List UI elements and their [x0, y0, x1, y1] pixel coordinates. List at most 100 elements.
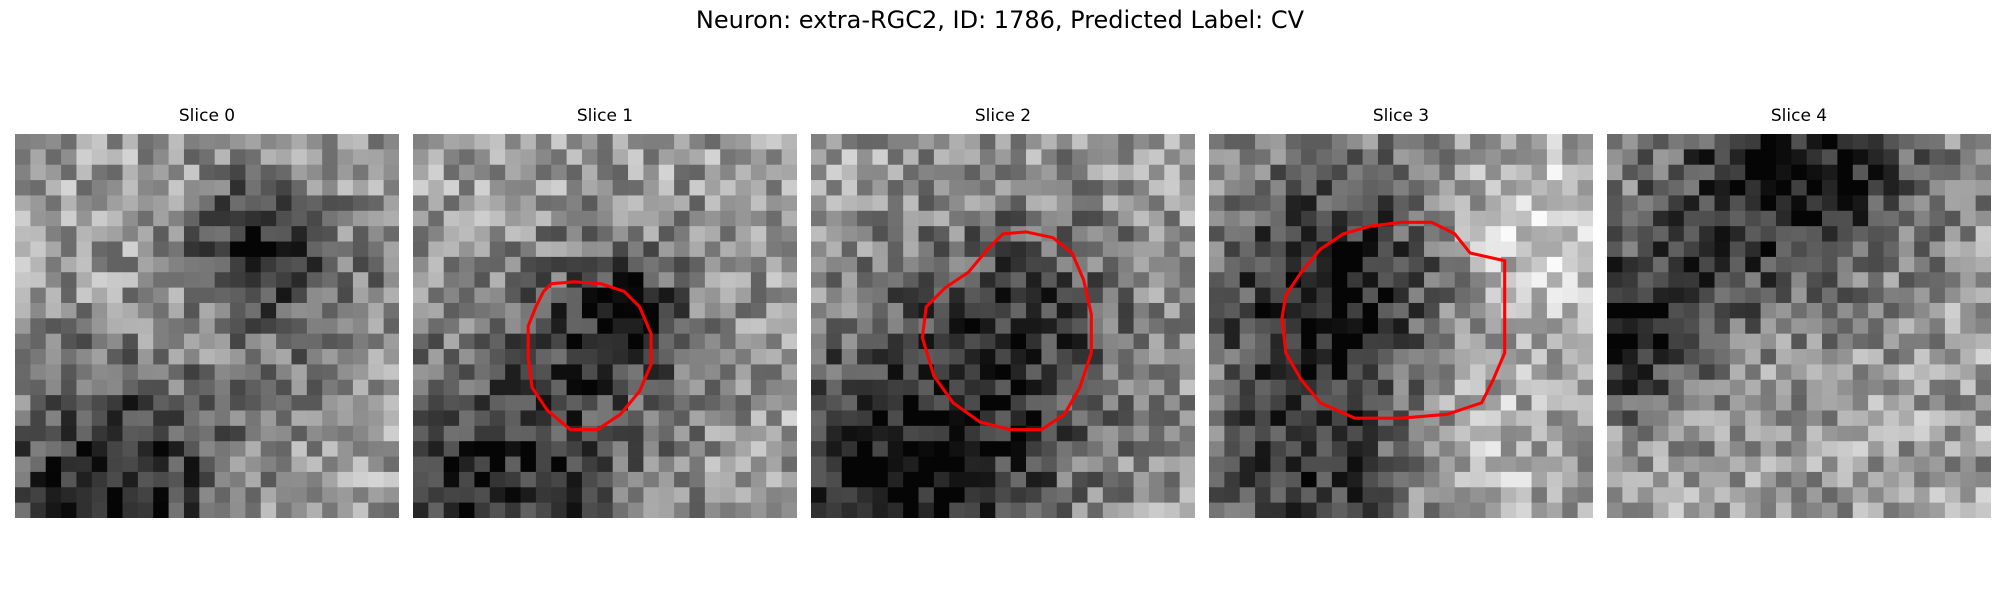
image-pixel	[1745, 302, 1761, 319]
image-pixel	[413, 502, 429, 518]
image-pixel	[1607, 302, 1623, 319]
image-pixel	[628, 149, 644, 166]
image-pixel	[291, 364, 308, 381]
image-pixel	[1179, 210, 1195, 227]
image-pixel	[1393, 302, 1410, 319]
image-pixel	[1424, 333, 1440, 350]
image-pixel	[1470, 333, 1486, 350]
image-pixel	[658, 333, 675, 350]
image-pixel	[1393, 487, 1410, 504]
image-pixel	[1699, 441, 1715, 457]
image-pixel	[199, 395, 216, 411]
image-pixel	[628, 349, 644, 365]
image-pixel	[368, 456, 385, 473]
image-pixel	[826, 471, 843, 488]
image-pixel	[1393, 441, 1410, 457]
image-pixel	[1531, 425, 1548, 442]
image-pixel	[1837, 333, 1854, 350]
image-pixel	[291, 302, 308, 319]
image-pixel	[443, 410, 460, 427]
image-pixel	[1837, 441, 1854, 457]
image-pixel	[153, 425, 169, 442]
image-pixel	[1531, 287, 1548, 304]
image-pixel	[1868, 395, 1884, 411]
image-pixel	[566, 287, 583, 304]
image-pixel	[766, 226, 783, 242]
image-pixel	[1500, 180, 1517, 196]
image-pixel	[1118, 241, 1134, 258]
image-pixel	[581, 226, 598, 242]
image-pixel	[1041, 180, 1058, 196]
image-pixel	[1393, 379, 1410, 396]
image-pixel	[1270, 195, 1287, 212]
image-pixel	[1929, 241, 1946, 258]
image-pixel	[260, 487, 277, 504]
image-pixel	[597, 302, 614, 319]
image-pixel	[597, 241, 614, 258]
image-pixel	[1347, 349, 1363, 365]
image-pixel	[1562, 272, 1579, 288]
image-pixel	[1424, 134, 1440, 150]
image-pixel	[1775, 210, 1792, 227]
image-pixel	[45, 241, 62, 258]
image-pixel	[214, 502, 231, 518]
image-pixel	[1133, 180, 1150, 196]
image-pixel	[368, 379, 385, 396]
image-pixel	[306, 226, 323, 242]
image-pixel	[322, 287, 338, 304]
image-pixel	[1377, 425, 1394, 442]
image-pixel	[1209, 502, 1225, 518]
image-pixel	[214, 210, 231, 227]
image-pixel	[581, 379, 598, 396]
image-pixel	[61, 364, 77, 381]
image-pixel	[368, 364, 385, 381]
image-pixel	[443, 318, 460, 335]
image-pixel	[903, 149, 919, 166]
image-pixel	[1516, 502, 1532, 518]
image-pixel	[535, 318, 552, 335]
image-pixel	[1285, 302, 1302, 319]
image-pixel	[887, 410, 904, 427]
image-pixel	[1806, 210, 1823, 227]
image-pixel	[1929, 502, 1946, 518]
image-pixel	[1822, 487, 1838, 504]
image-pixel	[214, 441, 231, 457]
image-pixel	[689, 379, 706, 396]
image-pixel	[1883, 272, 1900, 288]
image-pixel	[1975, 487, 1991, 504]
image-pixel	[1577, 149, 1593, 166]
image-pixel	[1102, 471, 1119, 488]
image-pixel	[1546, 487, 1563, 504]
image-pixel	[1806, 195, 1823, 212]
image-pixel	[995, 364, 1012, 381]
image-pixel	[1056, 410, 1073, 427]
image-pixel	[551, 180, 567, 196]
image-pixel	[995, 256, 1012, 273]
image-pixel	[1760, 349, 1777, 365]
image-pixel	[260, 410, 277, 427]
image-pixel	[91, 425, 108, 442]
image-pixel	[826, 364, 843, 381]
image-pixel	[918, 456, 935, 473]
image-pixel	[122, 410, 139, 427]
image-pixel	[1975, 164, 1991, 181]
image-pixel	[1577, 302, 1593, 319]
image-pixel	[1041, 333, 1058, 350]
image-pixel	[153, 149, 169, 166]
image-pixel	[428, 471, 445, 488]
image-pixel	[1683, 164, 1700, 181]
image-pixel	[933, 333, 950, 350]
image-pixel	[841, 195, 858, 212]
image-pixel	[1637, 379, 1654, 396]
image-pixel	[1393, 287, 1410, 304]
image-pixel	[107, 180, 123, 196]
image-pixel	[1775, 441, 1792, 457]
image-pixel	[459, 502, 475, 518]
image-pixel	[1224, 226, 1241, 242]
image-pixel	[443, 134, 460, 150]
image-pixel	[872, 272, 889, 288]
image-pixel	[168, 287, 185, 304]
image-pixel	[1118, 318, 1134, 335]
image-pixel	[1026, 395, 1042, 411]
image-pixel	[1179, 471, 1195, 488]
